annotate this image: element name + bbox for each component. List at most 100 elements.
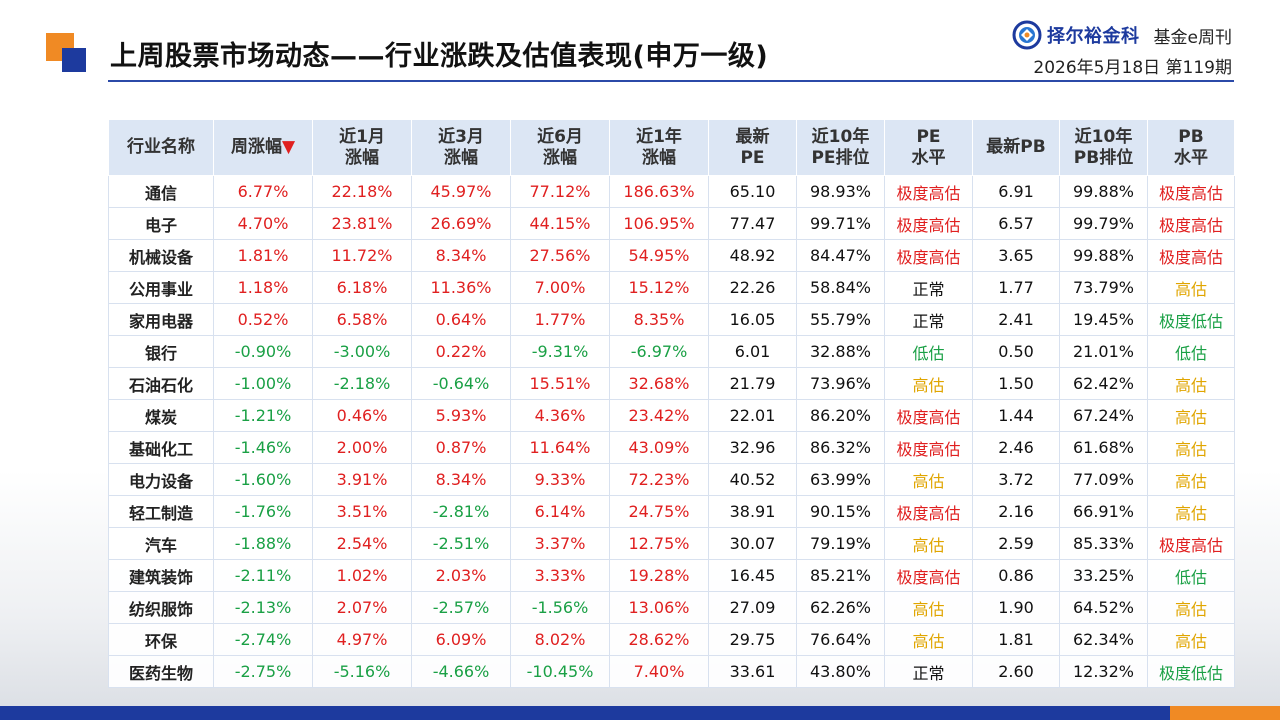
return-cell: 54.95% (609, 239, 709, 272)
industry-name-cell: 纺织服饰 (108, 591, 214, 624)
return-cell: 11.36% (411, 271, 511, 304)
return-cell: 43.09% (609, 431, 709, 464)
return-cell: 7.40% (609, 655, 709, 688)
valuation-level-cell: 极度高估 (884, 431, 973, 464)
return-cell: -5.16% (312, 655, 412, 688)
table-row: 电力设备 -1.60% 3.91% 8.34% 9.33% 72.23% 40.52 63.9… (108, 463, 1235, 496)
return-cell: 3.37% (510, 527, 610, 560)
return-cell: -10.45% (510, 655, 610, 688)
footer-bar-orange (1170, 706, 1280, 720)
value-cell: 86.20% (796, 399, 885, 432)
valuation-level-cell: 极度高估 (1147, 239, 1235, 272)
valuation-level-cell: 高估 (884, 527, 973, 560)
value-cell: 2.46 (972, 431, 1060, 464)
return-cell: 22.18% (312, 175, 412, 208)
industry-name-cell: 石油石化 (108, 367, 214, 400)
return-cell: 4.36% (510, 399, 610, 432)
industry-name-cell: 机械设备 (108, 239, 214, 272)
return-cell: 1.77% (510, 303, 610, 336)
return-cell: -2.18% (312, 367, 412, 400)
return-cell: -2.11% (213, 559, 313, 592)
valuation-level-cell: 高估 (1147, 431, 1235, 464)
return-cell: 106.95% (609, 207, 709, 240)
value-cell: 16.45 (708, 559, 797, 592)
value-cell: 64.52% (1059, 591, 1148, 624)
page-title: 上周股票市场动态——行业涨跌及估值表现(申万一级) (110, 41, 769, 72)
brand-logo-icon (1012, 20, 1042, 50)
return-cell: 186.63% (609, 175, 709, 208)
return-cell: 9.33% (510, 463, 610, 496)
value-cell: 12.32% (1059, 655, 1148, 688)
value-cell: 22.01 (708, 399, 797, 432)
return-cell: 27.56% (510, 239, 610, 272)
value-cell: 21.79 (708, 367, 797, 400)
brand-block: 择尔裕金科 基金e周刊 (1012, 20, 1232, 50)
return-cell: 2.54% (312, 527, 412, 560)
valuation-level-cell: 正常 (884, 303, 973, 336)
value-cell: 90.15% (796, 495, 885, 528)
valuation-level-cell: 正常 (884, 271, 973, 304)
column-header: 近1年 涨幅 (609, 119, 709, 176)
valuation-level-cell: 极度高估 (884, 207, 973, 240)
return-cell: -1.00% (213, 367, 313, 400)
valuation-level-cell: 高估 (1147, 495, 1235, 528)
column-header: 最新 PE (708, 119, 797, 176)
value-cell: 6.57 (972, 207, 1060, 240)
value-cell: 76.64% (796, 623, 885, 656)
return-cell: 3.33% (510, 559, 610, 592)
return-cell: 3.51% (312, 495, 412, 528)
return-cell: -2.51% (411, 527, 511, 560)
return-cell: -3.00% (312, 335, 412, 368)
industry-name-cell: 建筑装饰 (108, 559, 214, 592)
table-row: 建筑装饰 -2.11% 1.02% 2.03% 3.33% 19.28% 16.45 85.2… (108, 559, 1235, 592)
return-cell: 15.51% (510, 367, 610, 400)
return-cell: 0.87% (411, 431, 511, 464)
value-cell: 29.75 (708, 623, 797, 656)
return-cell: 8.34% (411, 239, 511, 272)
valuation-level-cell: 高估 (1147, 623, 1235, 656)
table-header-row: 行业名称 周涨幅▼ 近1月 涨幅 近3月 涨幅 近6月 涨幅 近1年 涨幅 最新 PE 近10年 PE排位… (108, 119, 1235, 176)
value-cell: 61.68% (1059, 431, 1148, 464)
return-cell: 26.69% (411, 207, 511, 240)
value-cell: 1.50 (972, 367, 1060, 400)
value-cell: 0.86 (972, 559, 1060, 592)
column-header[interactable]: 周涨幅▼ (213, 119, 313, 176)
industry-name-cell: 电子 (108, 207, 214, 240)
return-cell: 28.62% (609, 623, 709, 656)
return-cell: 6.58% (312, 303, 412, 336)
value-cell: 1.44 (972, 399, 1060, 432)
table-body: 通信 6.77% 22.18% 45.97% 77.12% 186.63% 65.10 98.… (108, 175, 1235, 688)
table-row: 医药生物 -2.75% -5.16% -4.66% -10.45% 7.40% 33.61 4… (108, 655, 1235, 688)
return-cell: 0.64% (411, 303, 511, 336)
value-cell: 66.91% (1059, 495, 1148, 528)
table-row: 家用电器 0.52% 6.58% 0.64% 1.77% 8.35% 16.05 55.79%… (108, 303, 1235, 336)
return-cell: 2.00% (312, 431, 412, 464)
return-cell: -6.97% (609, 335, 709, 368)
value-cell: 99.88% (1059, 175, 1148, 208)
industry-name-cell: 银行 (108, 335, 214, 368)
industry-name-cell: 通信 (108, 175, 214, 208)
return-cell: 72.23% (609, 463, 709, 496)
column-header: 近10年 PE排位 (796, 119, 885, 176)
column-header: 近3月 涨幅 (411, 119, 511, 176)
industry-name-cell: 公用事业 (108, 271, 214, 304)
valuation-level-cell: 极度低估 (1147, 303, 1235, 336)
industry-name-cell: 轻工制造 (108, 495, 214, 528)
return-cell: 11.72% (312, 239, 412, 272)
sort-descending-icon[interactable]: ▼ (281, 137, 296, 157)
return-cell: 19.28% (609, 559, 709, 592)
value-cell: 99.71% (796, 207, 885, 240)
table-row: 电子 4.70% 23.81% 26.69% 44.15% 106.95% 77.47 99.… (108, 207, 1235, 240)
column-header: PB 水平 (1147, 119, 1235, 176)
valuation-level-cell: 低估 (1147, 335, 1235, 368)
value-cell: 85.21% (796, 559, 885, 592)
valuation-level-cell: 极度高估 (884, 559, 973, 592)
industry-name-cell: 环保 (108, 623, 214, 656)
table-row: 通信 6.77% 22.18% 45.97% 77.12% 186.63% 65.10 98.… (108, 175, 1235, 208)
return-cell: 15.12% (609, 271, 709, 304)
industry-name-cell: 基础化工 (108, 431, 214, 464)
footer-bar-blue (0, 706, 1280, 720)
return-cell: 12.75% (609, 527, 709, 560)
valuation-level-cell: 极度高估 (884, 495, 973, 528)
return-cell: -1.46% (213, 431, 313, 464)
